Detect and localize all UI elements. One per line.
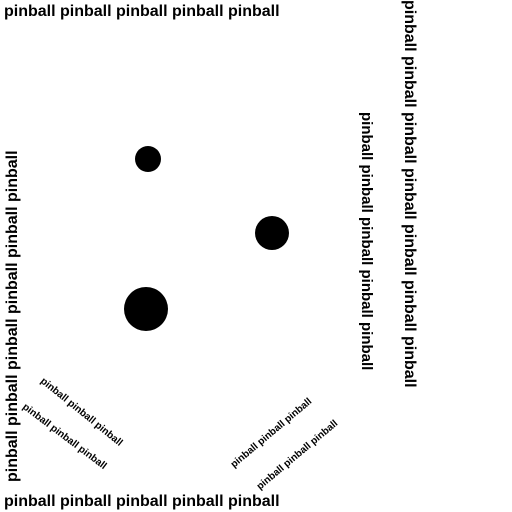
top-wall: pinball pinball pinball pinball pinball <box>4 3 280 20</box>
ball <box>124 287 168 331</box>
left-wall: pinball pinball pinball pinball pinball … <box>4 150 21 482</box>
ball <box>255 216 289 250</box>
ball <box>135 146 161 172</box>
right-outer-wall: pinball pinball pinball pinball pinball … <box>401 0 418 388</box>
bottom-wall: pinball pinball pinball pinball pinball <box>4 493 280 510</box>
right-inner-wall: pinball pinball pinball pinball pinball <box>358 112 375 370</box>
